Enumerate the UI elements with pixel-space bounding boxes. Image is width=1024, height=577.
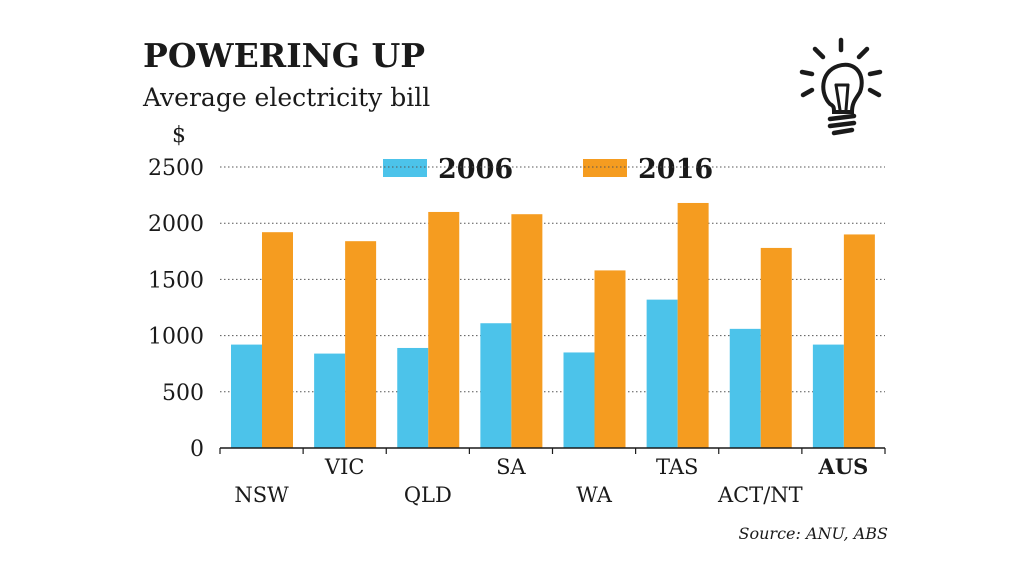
- chart-subtitle: Average electricity bill: [142, 83, 430, 112]
- bar-wa-2016: [594, 270, 626, 448]
- y-tick-label: 1000: [148, 325, 204, 350]
- chart-title: POWERING UP: [143, 36, 425, 75]
- legend: 2006 2016: [383, 154, 713, 185]
- lightbulb-icon: [799, 37, 883, 136]
- bar-vic-2016: [345, 241, 377, 448]
- x-axis: [219, 447, 886, 454]
- x-tick-label: QLD: [404, 483, 452, 507]
- y-tick-label: 0: [190, 437, 204, 462]
- bar-vic-2006: [314, 353, 346, 448]
- y-tick-label: 2000: [148, 212, 204, 237]
- y-tick-label: 2500: [148, 156, 204, 181]
- source-note: Source: ANU, ABS: [739, 524, 889, 543]
- y-tick-label: 1500: [148, 268, 204, 293]
- bar-tas-2016: [677, 202, 709, 448]
- bar-actnt-2006: [729, 328, 761, 448]
- bar-sa-2016: [511, 214, 543, 448]
- bar-aus-2016: [843, 234, 875, 448]
- legend-swatch-2016: [583, 159, 627, 177]
- x-tick-label: AUS: [818, 454, 869, 479]
- gridlines: [220, 166, 885, 393]
- bar-qld-2016: [428, 211, 460, 448]
- x-tick-label: WA: [576, 483, 613, 507]
- y-axis-label: $: [172, 123, 186, 148]
- x-axis-labels: NSW VIC QLD SA WA TAS ACT/NT AUS: [234, 454, 868, 507]
- bar-actnt-2016: [760, 247, 792, 448]
- x-tick-label: SA: [496, 455, 526, 479]
- y-axis-ticks: 0 500 1000 1500 2000 2500: [148, 156, 204, 462]
- bar-nsw-2016: [262, 232, 293, 448]
- bar-qld-2006: [397, 347, 429, 448]
- y-tick-label: 500: [162, 381, 204, 406]
- bars: [231, 202, 875, 448]
- x-tick-label: ACT/NT: [717, 483, 803, 507]
- x-tick-label: VIC: [324, 455, 365, 479]
- x-tick-label: TAS: [656, 455, 698, 479]
- bar-tas-2006: [646, 299, 678, 448]
- legend-label-2006: 2006: [438, 154, 513, 185]
- legend-swatch-2006: [383, 159, 427, 177]
- bar-nsw-2006: [231, 344, 262, 448]
- bar-aus-2006: [812, 344, 844, 448]
- x-tick-label: NSW: [234, 483, 289, 507]
- bar-sa-2006: [480, 323, 512, 448]
- bar-wa-2006: [563, 352, 595, 448]
- legend-label-2016: 2016: [638, 154, 713, 185]
